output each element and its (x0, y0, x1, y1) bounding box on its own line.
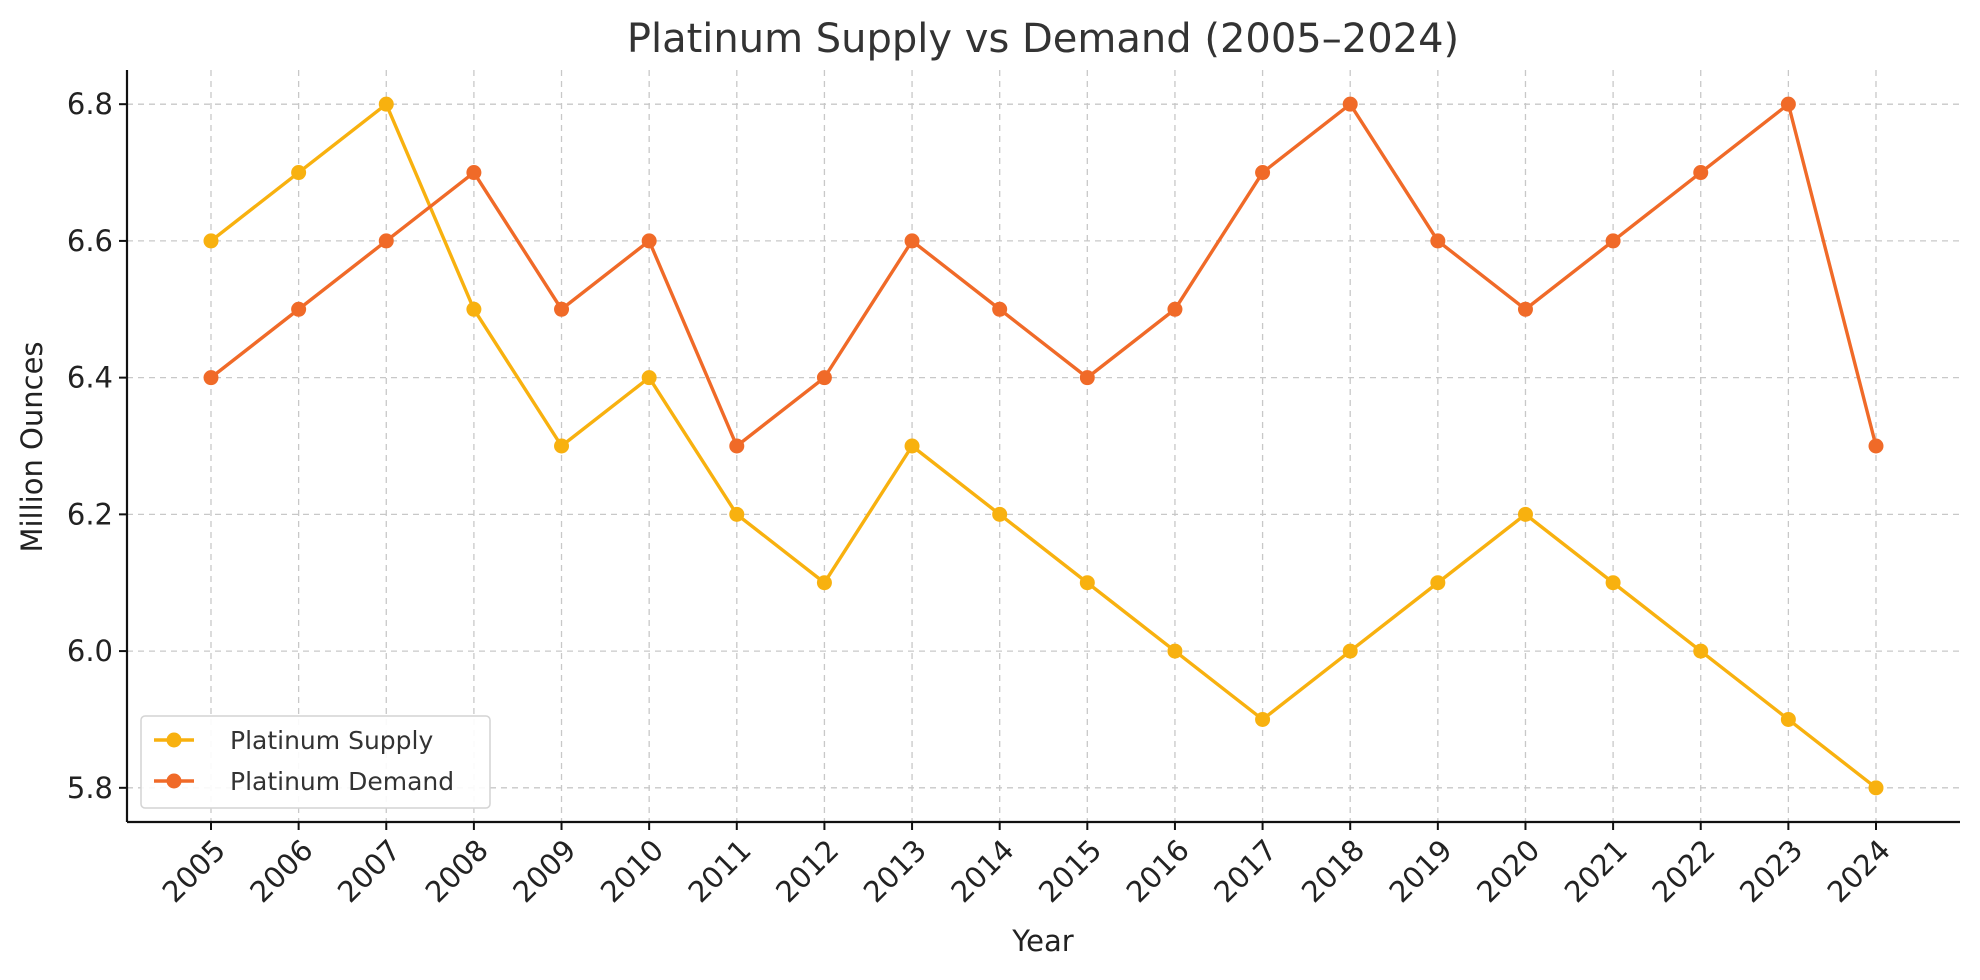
platinum-supply-point (992, 506, 1008, 522)
platinum-demand-legend-label: Platinum Demand (230, 767, 454, 796)
platinum-supply-point (203, 233, 219, 249)
platinum-supply-point (466, 301, 482, 317)
x-tick-label: 2019 (1383, 833, 1459, 909)
grid (127, 70, 1960, 822)
platinum-demand-point (554, 301, 570, 317)
platinum-supply-point (1780, 711, 1796, 727)
platinum-supply-legend-marker (166, 732, 182, 748)
platinum-supply-point (1517, 506, 1533, 522)
x-tick-label: 2010 (594, 833, 670, 909)
platinum-demand-line (209, 102, 1878, 448)
x-tick-label: 2015 (1032, 833, 1108, 909)
platinum-supply-series (203, 96, 1884, 796)
platinum-demand-point (466, 165, 482, 181)
x-tick-label: 2007 (331, 833, 407, 909)
x-tick-label: 2013 (857, 833, 933, 909)
platinum-demand-point (992, 301, 1008, 317)
platinum-demand-point (378, 233, 394, 249)
x-tick-label: 2008 (419, 833, 495, 909)
platinum-supply-legend-label: Platinum Supply (230, 726, 433, 755)
platinum-demand-point (1868, 438, 1884, 454)
y-tick-label: 6.2 (67, 497, 113, 531)
x-tick-label: 2023 (1733, 833, 1809, 909)
platinum-supply-point (291, 165, 307, 181)
platinum-demand-point (904, 233, 920, 249)
platinum-demand-point (203, 370, 219, 386)
platinum-supply-point (1255, 711, 1271, 727)
platinum-demand-point (641, 233, 657, 249)
x-tick-label: 2017 (1207, 833, 1283, 909)
platinum-supply-point (1430, 575, 1446, 591)
platinum-demand-point (1517, 301, 1533, 317)
axes (125, 70, 1960, 824)
series-layer (203, 96, 1884, 796)
y-tick-label: 6.8 (67, 87, 113, 121)
platinum-demand-point (1780, 96, 1796, 112)
legend: Platinum Supply Platinum Demand (140, 715, 491, 809)
x-tick-label: 2011 (682, 833, 758, 909)
x-tick-label: 2021 (1558, 833, 1634, 909)
x-tick-label: 2020 (1470, 833, 1546, 909)
platinum-supply-point (554, 438, 570, 454)
y-tick-label: 6.0 (67, 634, 113, 668)
x-tick-label: 2018 (1295, 833, 1371, 909)
y-axis-ticks: 5.8 6.0 6.2 6.4 6.6 6.8 (67, 87, 127, 805)
x-tick-label: 2016 (1120, 833, 1196, 909)
platinum-supply-point (729, 506, 745, 522)
platinum-supply-point (904, 438, 920, 454)
x-tick-label: 2005 (156, 833, 232, 909)
platinum-supply-line (209, 102, 1878, 790)
x-tick-label: 2009 (506, 833, 582, 909)
y-tick-label: 5.8 (67, 771, 113, 805)
platinum-demand-point (1430, 233, 1446, 249)
platinum-supply-point (1342, 643, 1358, 659)
chart-title: Platinum Supply vs Demand (2005–2024) (627, 16, 1459, 62)
platinum-demand-point (1342, 96, 1358, 112)
legend-box (140, 715, 491, 809)
x-tick-label: 2014 (944, 833, 1020, 909)
platinum-demand-point (291, 301, 307, 317)
platinum-demand-point (1167, 301, 1183, 317)
y-axis-label: Million Ounces (15, 341, 49, 552)
platinum-demand-series (203, 96, 1884, 454)
platinum-supply-point (816, 575, 832, 591)
x-tick-label: 2024 (1821, 833, 1897, 909)
platinum-demand-point (1605, 233, 1621, 249)
platinum-demand-point (1255, 165, 1271, 181)
x-tick-label: 2012 (769, 833, 845, 909)
y-tick-label: 6.4 (67, 361, 113, 395)
x-axis-ticks: 2005 2006 2007 2008 2009 2010 2011 2012 2013 2014… (156, 822, 1897, 909)
platinum-demand-point (1079, 370, 1095, 386)
platinum-demand-point (1693, 165, 1709, 181)
platinum-supply-point (641, 370, 657, 386)
platinum-supply-point (1167, 643, 1183, 659)
platinum-demand-point (729, 438, 745, 454)
x-axis-label: Year (1011, 924, 1073, 958)
y-tick-label: 6.6 (67, 224, 113, 258)
platinum-supply-point (1868, 780, 1884, 796)
platinum-supply-point (1605, 575, 1621, 591)
platinum-supply-point (1693, 643, 1709, 659)
platinum-supply-point (1079, 575, 1095, 591)
platinum-demand-point (816, 370, 832, 386)
platinum-supply-point (378, 96, 394, 112)
x-tick-label: 2006 (243, 833, 319, 909)
platinum-demand-legend-marker (166, 773, 182, 789)
x-tick-label: 2022 (1645, 833, 1721, 909)
